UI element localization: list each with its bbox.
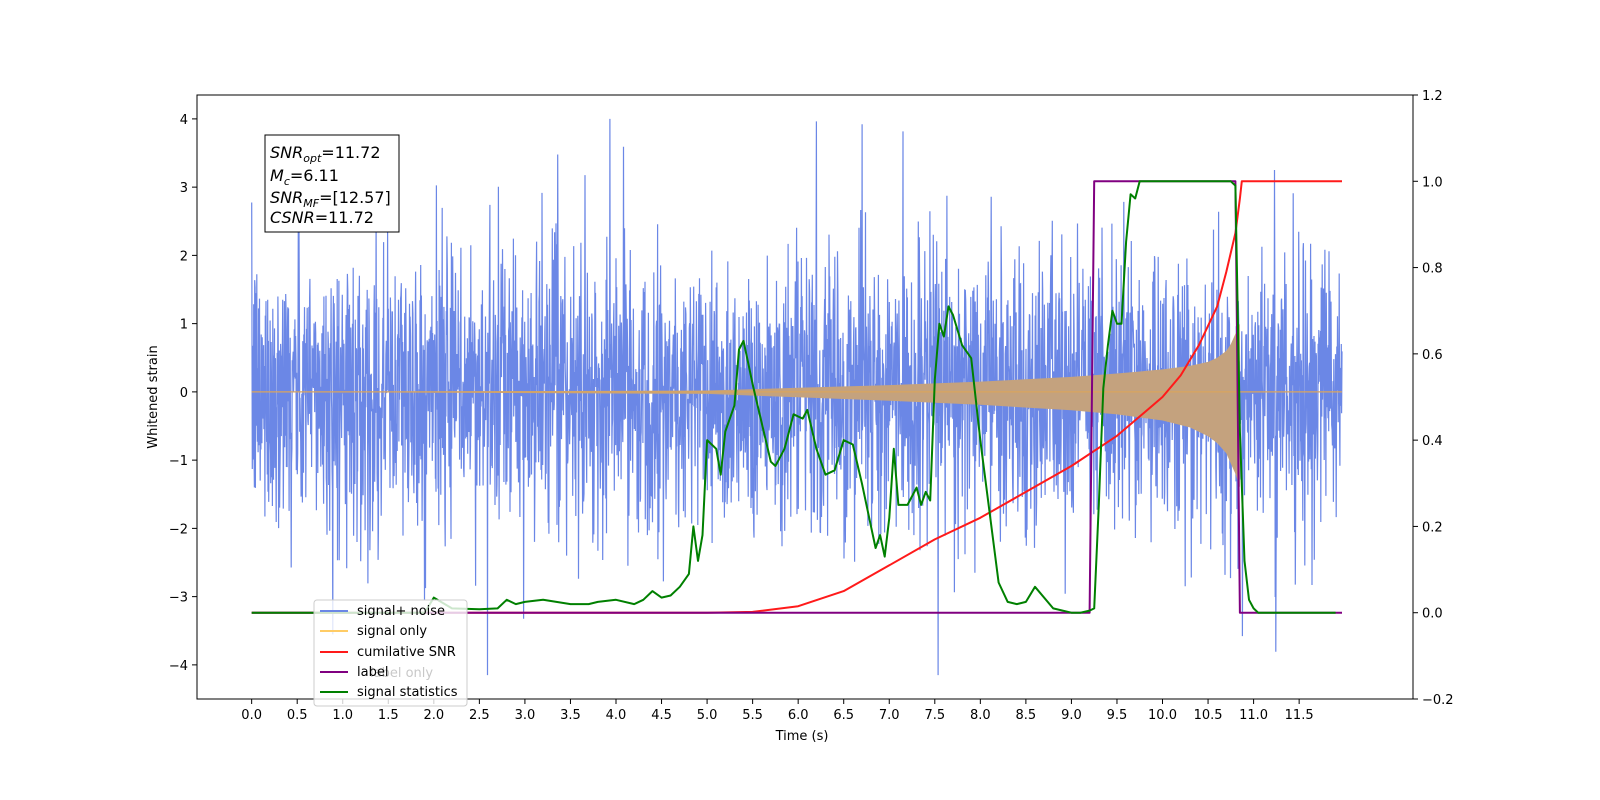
y-tick-label: −1 [169, 454, 188, 469]
snr-mf-text: SNRMF=[12.57] [270, 188, 391, 210]
x-tick-label: 2.0 [423, 708, 444, 723]
legend-label-signal-noise: signal+ noise [357, 604, 445, 619]
series-signal-statistics [251, 180, 1336, 614]
x-tick-label: 8.0 [970, 708, 991, 723]
y-tick-label: 3 [180, 181, 188, 196]
series-signal-only-envelope [251, 323, 1240, 488]
plot-frame [196, 94, 1414, 700]
y2-tick-label: 1.2 [1422, 89, 1443, 104]
legend-label-signal-only: signal only [357, 624, 427, 639]
x-tick-label: 1.0 [332, 708, 353, 723]
y2-tick-label: 0.4 [1422, 434, 1443, 449]
legend-label-label: label [357, 665, 388, 680]
y-tick-label: 1 [180, 318, 188, 333]
legend-label-cumulative-snr: cumilative SNR [357, 645, 456, 660]
y-tick-label: −4 [169, 659, 188, 674]
mc-text: Mc=6.11 [270, 166, 339, 188]
legend: signal+ noise signal only cumilative SNR… [313, 599, 468, 707]
x-tick-label: 3.5 [560, 708, 581, 723]
y-tick-label: −3 [169, 591, 188, 606]
plot-area [251, 118, 1343, 676]
x-tick-label: 7.5 [924, 708, 945, 723]
x-tick-label: 4.0 [606, 708, 627, 723]
x-tick-label: 9.0 [1061, 708, 1082, 723]
x-axis: 0.0 0.5 1.0 1.5 2.0 2.5 3.0 3.5 4.0 4.5 5.0 5.5 6.0 6… [241, 699, 1314, 723]
y2-tick-label: 1.0 [1422, 175, 1443, 190]
x-tick-label: 9.5 [1107, 708, 1128, 723]
y-tick-label: −2 [169, 522, 188, 537]
x-tick-label: 5.0 [697, 708, 718, 723]
x-tick-label: 4.5 [651, 708, 672, 723]
csnr-text: CSNR=11.72 [270, 208, 374, 227]
x-tick-label: 1.5 [378, 708, 399, 723]
y2-tick-label: 0.2 [1422, 520, 1443, 535]
legend-label-signal-statistics: signal statistics [357, 685, 458, 700]
x-tick-label: 2.5 [469, 708, 490, 723]
y2-tick-label: 0.0 [1422, 607, 1443, 622]
y-axis-title: Whitened strain [146, 345, 161, 448]
x-tick-label: 6.5 [833, 708, 854, 723]
legend-label-label-only-faded: label only [370, 666, 433, 681]
x-tick-label: 10.5 [1194, 708, 1223, 723]
x-tick-label: 11.5 [1285, 708, 1314, 723]
series-cumulative-snr [251, 180, 1342, 614]
x-tick-label: 11.0 [1239, 708, 1268, 723]
y-axis-right: 1.2 1.0 0.8 0.6 0.4 0.2 0.0 −0.2 [1413, 89, 1454, 708]
snr-annotation-box: SNRopt=11.72 Mc=6.11 SNRMF=[12.57] CSNR=… [264, 134, 400, 233]
x-tick-label: 7.0 [879, 708, 900, 723]
y-axis-left: 4 3 2 1 0 −1 −2 −3 −4 [169, 113, 197, 674]
x-axis-title: Time (s) [775, 729, 829, 744]
x-tick-label: 8.5 [1016, 708, 1037, 723]
y2-tick-label: −0.2 [1422, 693, 1454, 708]
x-tick-label: 5.5 [742, 708, 763, 723]
snr-opt-text: SNRopt=11.72 [270, 143, 381, 165]
y-tick-label: 2 [180, 249, 188, 264]
y-tick-label: 0 [180, 386, 188, 401]
x-tick-label: 6.0 [788, 708, 809, 723]
y2-tick-label: 0.8 [1422, 262, 1443, 277]
x-tick-label: 0.5 [287, 708, 308, 723]
x-tick-label: 3.0 [515, 708, 536, 723]
y-tick-label: 4 [180, 113, 188, 128]
x-tick-label: 0.0 [241, 708, 262, 723]
x-tick-label: 10.0 [1148, 708, 1177, 723]
y2-tick-label: 0.6 [1422, 348, 1443, 363]
